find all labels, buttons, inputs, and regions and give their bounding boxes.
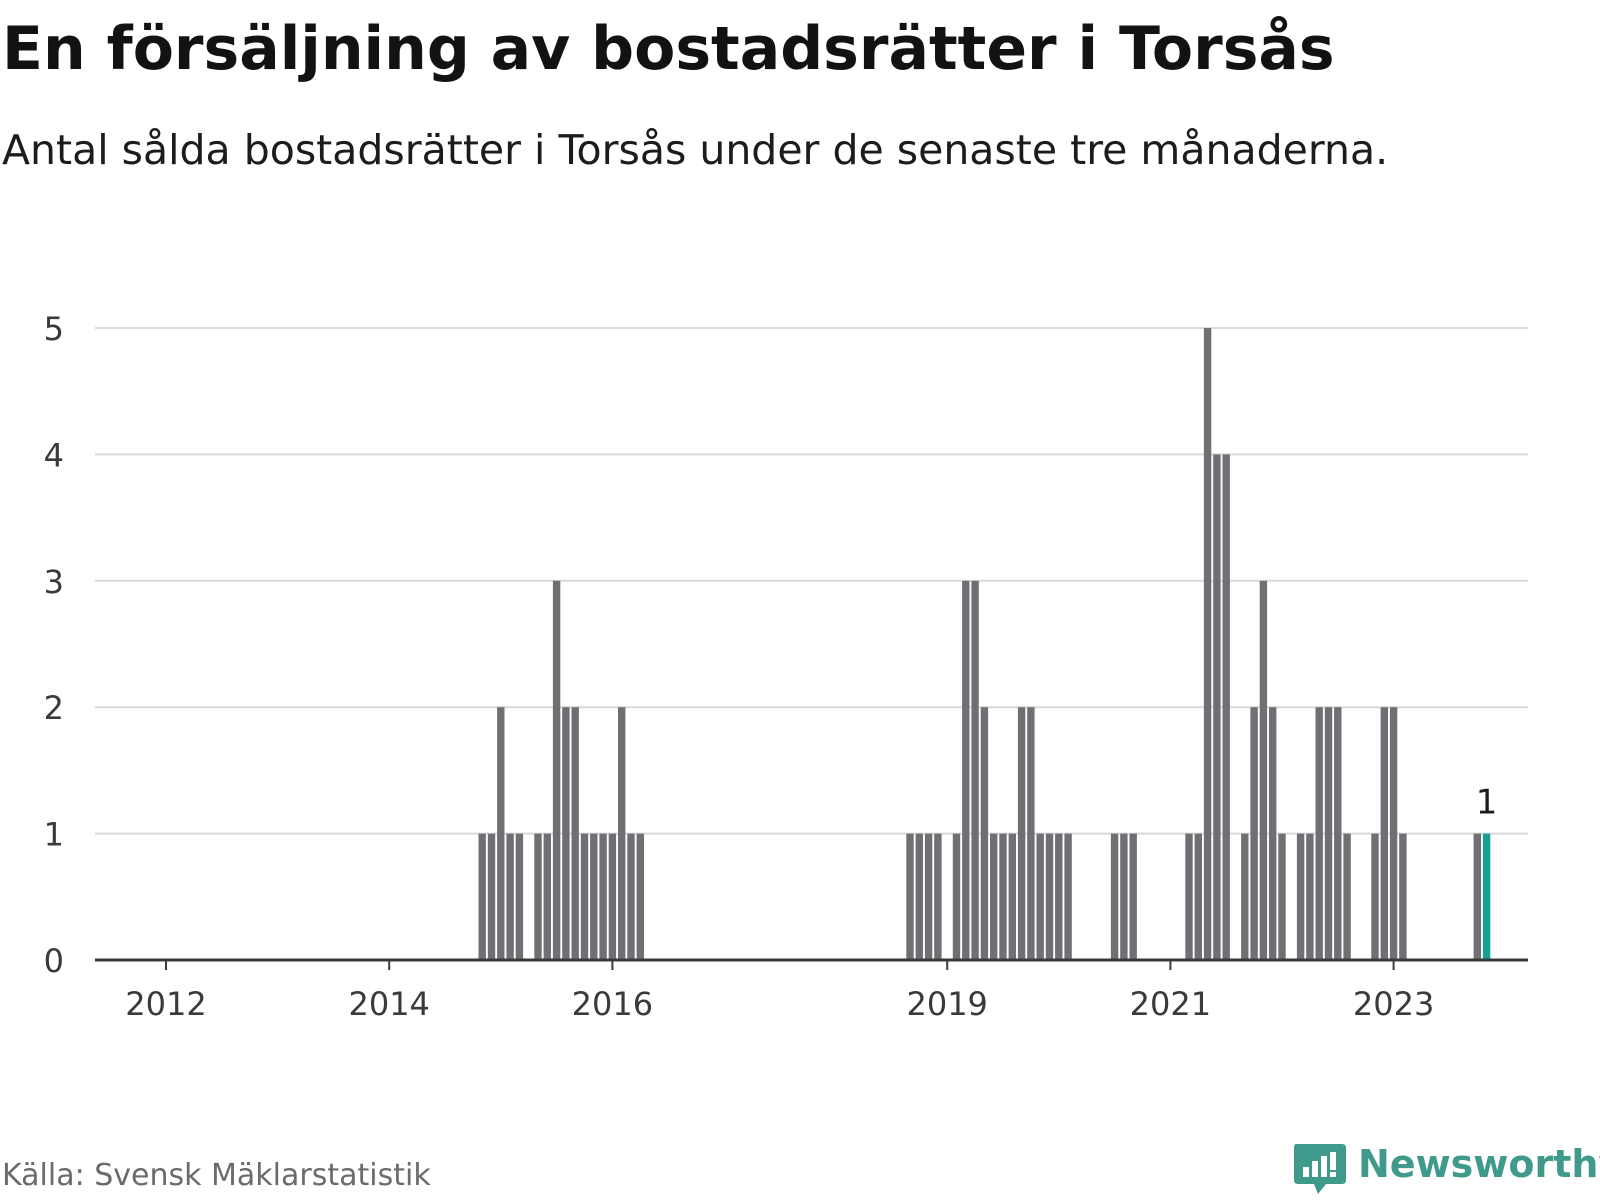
bar-chart: 0 1 2 3 4 5 1 2012 2014 2016 2019 2021 2023 xyxy=(44,310,1528,1023)
bar xyxy=(608,833,617,960)
source-note: Källa: Svensk Mäklarstatistik xyxy=(2,1158,431,1193)
newsworthy-logo: Newsworthy xyxy=(1290,1140,1600,1198)
bar xyxy=(1036,833,1044,960)
x-tick-label-2016: 2016 xyxy=(572,985,653,1023)
axes xyxy=(95,958,1528,970)
bar xyxy=(952,833,961,960)
bar xyxy=(1343,833,1351,960)
bar xyxy=(1269,707,1277,960)
x-tick-label-2021: 2021 xyxy=(1130,985,1211,1023)
bar xyxy=(599,833,607,960)
y-tick-label-0: 0 xyxy=(44,942,64,980)
gridlines xyxy=(95,327,1528,835)
bar xyxy=(478,833,486,960)
bar xyxy=(1055,833,1063,960)
bar xyxy=(1017,707,1026,960)
bar xyxy=(962,580,970,960)
bar xyxy=(1203,328,1212,960)
bar xyxy=(1241,833,1249,960)
bar xyxy=(1250,707,1258,960)
tick-labels: 0 1 2 3 4 5 1 2012 2014 2016 2019 2021 2023 xyxy=(44,310,1498,1023)
bar xyxy=(1027,707,1035,960)
x-tick-label-2019: 2019 xyxy=(906,985,987,1023)
chart-title: En försäljning av bostadsrätter i Torsås xyxy=(2,14,1335,84)
x-tick-label-2012: 2012 xyxy=(125,985,206,1023)
bar xyxy=(515,833,524,960)
bar xyxy=(543,833,551,960)
bar xyxy=(627,833,635,960)
bar xyxy=(506,833,514,960)
bar xyxy=(1399,833,1407,960)
bar xyxy=(1045,833,1054,960)
bar xyxy=(1380,707,1388,960)
bar xyxy=(552,580,561,960)
bar xyxy=(618,707,626,960)
bar xyxy=(1389,707,1398,960)
chart-subtitle: Antal sålda bostadsrätter i Torsås under… xyxy=(2,126,1389,174)
bar xyxy=(497,707,505,960)
bar xyxy=(990,833,998,960)
bars xyxy=(478,328,1491,960)
y-tick-label-5: 5 xyxy=(44,310,64,348)
bar xyxy=(1194,833,1202,960)
bar xyxy=(971,580,979,960)
bar xyxy=(999,833,1007,960)
highlight-value-label: 1 xyxy=(1476,783,1498,823)
bar xyxy=(980,707,989,960)
bar xyxy=(590,833,598,960)
newsworthy-logo-icon xyxy=(1294,1144,1346,1194)
bar xyxy=(1296,833,1305,960)
bar xyxy=(1064,833,1072,960)
bar xyxy=(934,833,942,960)
bar xyxy=(1306,833,1314,960)
bar xyxy=(636,833,644,960)
bar xyxy=(1334,707,1342,960)
bar xyxy=(487,833,496,960)
bar xyxy=(580,833,589,960)
bar xyxy=(1120,833,1128,960)
bar xyxy=(1110,833,1119,960)
y-tick-label-4: 4 xyxy=(44,436,64,474)
y-tick-label-2: 2 xyxy=(44,689,64,727)
bar xyxy=(1259,580,1268,960)
bar xyxy=(924,833,933,960)
bar-highlight xyxy=(1482,833,1491,960)
bar xyxy=(1213,454,1221,960)
bar xyxy=(1324,707,1333,960)
bar xyxy=(1278,833,1286,960)
bar xyxy=(906,833,914,960)
x-tick-label-2023: 2023 xyxy=(1353,985,1434,1023)
bar xyxy=(534,833,542,960)
y-tick-label-1: 1 xyxy=(44,816,64,854)
bar xyxy=(915,833,923,960)
bar xyxy=(1008,833,1016,960)
x-tick-label-2014: 2014 xyxy=(348,985,429,1023)
bar xyxy=(1185,833,1193,960)
bar xyxy=(1129,833,1137,960)
bar xyxy=(1315,707,1323,960)
bar xyxy=(562,707,570,960)
bar xyxy=(571,707,579,960)
y-tick-label-3: 3 xyxy=(44,563,64,601)
bar xyxy=(1222,454,1230,960)
brand-name: Newsworthy xyxy=(1358,1142,1600,1186)
bar xyxy=(1473,833,1481,960)
bar xyxy=(1371,833,1379,960)
